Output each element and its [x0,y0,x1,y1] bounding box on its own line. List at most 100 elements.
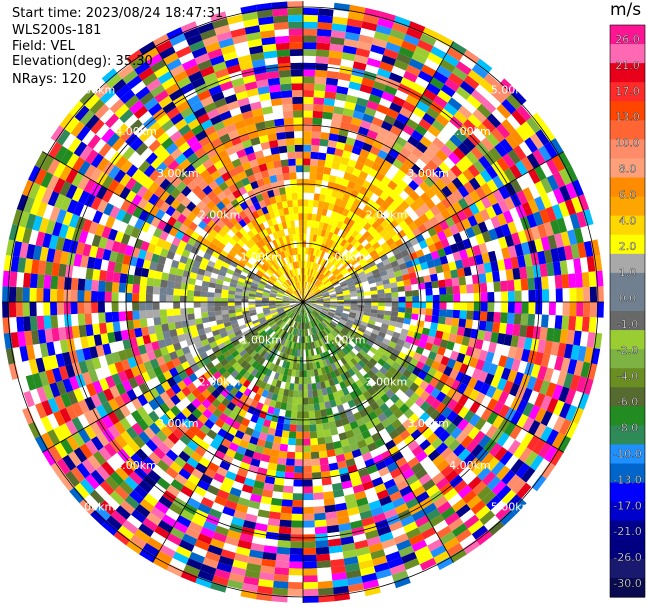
velocity-gate [399,393,410,404]
velocity-gate [59,474,75,492]
velocity-gate [367,387,377,397]
velocity-gate [42,449,57,466]
velocity-gate [329,399,337,408]
velocity-gate [284,307,291,312]
velocity-gate [443,102,458,116]
velocity-gate [218,366,227,376]
velocity-gate [306,275,309,282]
velocity-gate [49,382,61,398]
velocity-gate [331,112,343,122]
velocity-gate [263,197,272,207]
velocity-gate [564,199,577,216]
velocity-gate [322,484,333,493]
velocity-gate [539,327,548,341]
velocity-gate [236,333,244,340]
velocity-gate [190,100,204,113]
velocity-gate [98,378,110,391]
velocity-gate [60,438,74,455]
velocity-gate [319,402,326,411]
velocity-gate [240,589,257,600]
velocity-gate [403,434,415,446]
velocity-gate [336,324,344,331]
velocity-gate [306,370,311,378]
velocity-gate [521,201,533,217]
velocity-gate [303,356,307,364]
velocity-gate [269,266,276,273]
velocity-gate [403,341,412,350]
velocity-gate [380,393,390,403]
velocity-gate [144,342,154,353]
velocity-gate [436,556,454,571]
velocity-gate [274,429,283,438]
velocity-gate [219,512,234,524]
velocity-gate [191,158,203,170]
velocity-gate [472,127,486,142]
velocity-gate [460,302,468,311]
velocity-gate [495,83,511,99]
velocity-gate [207,375,217,385]
velocity-gate [383,137,396,148]
velocity-gate [219,110,232,121]
velocity-gate [429,76,445,90]
velocity-gate [371,383,381,393]
velocity-gate [235,546,251,557]
velocity-gate [334,212,342,221]
velocity-gate [326,342,333,350]
velocity-gate [229,336,238,343]
velocity-gate [516,175,529,191]
velocity-gate [297,289,301,296]
velocity-gate [459,80,476,95]
velocity-gate [322,394,330,403]
velocity-gate [230,396,240,406]
velocity-gate [191,195,202,206]
velocity-gate [247,230,255,239]
velocity-gate [197,113,210,125]
velocity-gate [272,349,279,357]
velocity-gate [403,558,420,571]
velocity-gate [459,284,467,294]
velocity-gate [436,131,450,145]
velocity-gate [156,459,170,473]
velocity-gate [2,302,10,318]
velocity-gate [325,77,339,86]
velocity-gate [359,324,367,330]
velocity-gate [298,322,301,330]
velocity-gate [424,281,433,290]
velocity-gate [289,424,297,432]
velocity-gate [389,102,403,114]
velocity-gate [93,257,103,270]
velocity-gate [125,302,133,312]
velocity-gate [233,451,245,462]
velocity-gate [452,251,462,262]
velocity-gate [292,328,296,335]
velocity-gate [431,119,445,132]
velocity-gate [142,542,160,557]
velocity-gate [40,416,54,433]
velocity-gate [409,343,418,353]
velocity-gate [250,458,261,468]
velocity-gate [393,533,409,545]
velocity-gate [202,185,213,196]
velocity-gate [284,272,290,280]
velocity-gate [215,338,224,346]
velocity-gate [419,153,432,165]
velocity-gate [201,195,212,206]
velocity-gate [308,240,313,248]
velocity-gate [336,191,345,200]
velocity-gate [70,277,79,291]
velocity-gate [193,485,207,497]
velocity-gate [337,516,350,525]
velocity-gate [376,335,385,343]
velocity-gate [130,509,147,524]
velocity-gate [315,235,321,243]
velocity-gate [96,391,108,405]
velocity-gate [377,444,389,455]
velocity-gate [402,323,410,331]
velocity-gate [205,233,215,243]
velocity-gate [379,403,390,413]
velocity-gate [343,38,359,48]
velocity-gate [307,282,311,290]
velocity-gate [444,278,453,287]
velocity-gate [370,309,378,314]
velocity-gate [445,422,458,435]
